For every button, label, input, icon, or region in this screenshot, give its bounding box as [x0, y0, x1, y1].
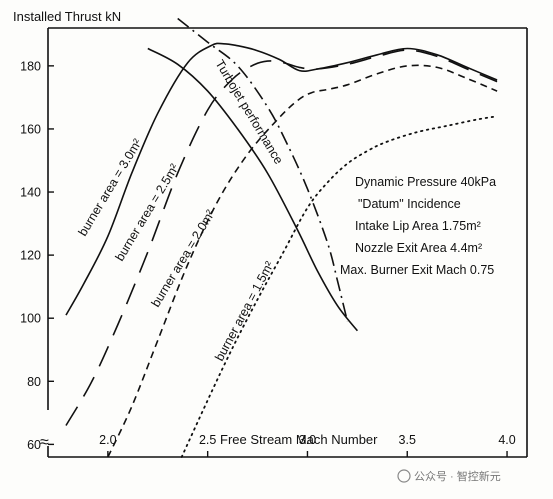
x-tick-label: 4.0	[498, 433, 515, 447]
x-axis-ticks: 2.0 2.5 3.0 3.5 4.0	[99, 433, 516, 457]
x-tick-label: 2.0	[99, 433, 116, 447]
conditions-annotation: Dynamic Pressure 40kPa "Datum" Incidence…	[340, 175, 496, 277]
axes	[47, 27, 528, 458]
y-axis-ticks: 60 80 100 120 140 160 180	[20, 59, 54, 452]
y-tick-label: 80	[27, 375, 41, 389]
annotation-incidence: "Datum" Incidence	[358, 197, 461, 211]
x-tick-label: 3.5	[399, 433, 416, 447]
y-tick-label: 180	[20, 59, 41, 73]
annotation-intake-lip-area: Intake Lip Area 1.75m²	[355, 219, 481, 233]
y-axis-title: Installed Thrust kN	[13, 9, 121, 24]
watermark: 公众号 · 智控新元	[397, 469, 501, 483]
series-burner-3-0	[65, 42, 498, 316]
annotation-dynamic-pressure: Dynamic Pressure 40kPa	[355, 175, 496, 189]
x-axis-title: Free Stream Mach Number	[220, 432, 378, 447]
y-tick-label: 120	[20, 249, 41, 263]
wechat-icon	[397, 469, 411, 483]
series-layer	[65, 17, 498, 458]
y-tick-label: 140	[20, 186, 41, 200]
series-burner-2-0	[107, 64, 498, 458]
watermark-text: 公众号 · 智控新元	[414, 469, 501, 483]
axis-break-symbol: ≈	[40, 434, 49, 451]
x-tick-label: 3.0	[299, 433, 316, 447]
series-burner-2-5	[65, 49, 498, 426]
y-tick-label: 60	[27, 438, 41, 452]
y-tick-label: 160	[20, 122, 41, 136]
annotation-nozzle-exit-area: Nozzle Exit Area 4.4m²	[355, 241, 482, 255]
series-turbojet-solid	[147, 47, 359, 332]
series-burner-1-5	[180, 115, 498, 458]
annotation-burner-exit-mach: Max. Burner Exit Mach 0.75	[340, 263, 494, 277]
x-tick-label: 2.5	[199, 433, 216, 447]
y-tick-label: 100	[20, 312, 41, 326]
